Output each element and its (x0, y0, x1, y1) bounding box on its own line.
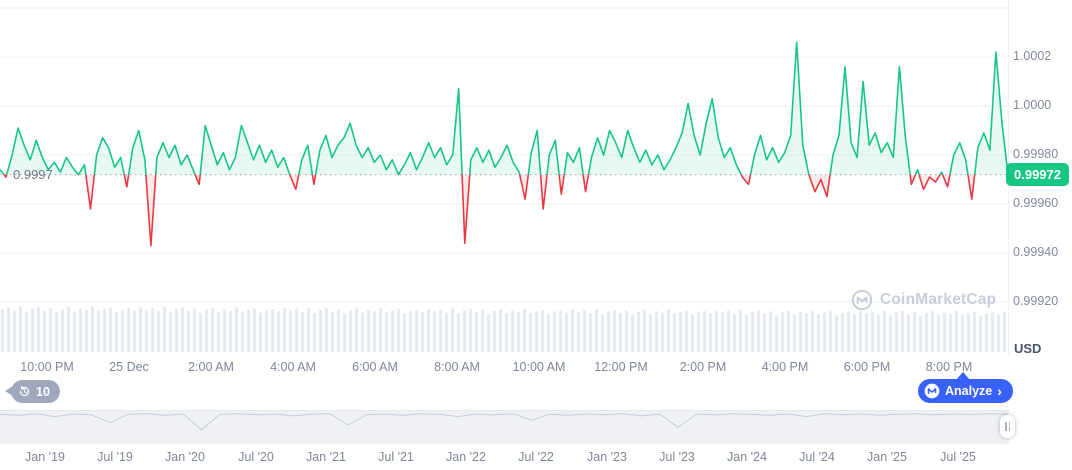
coinmarketcap-button-icon (924, 383, 940, 399)
x-tick-label: 4:00 PM (761, 360, 809, 374)
timeline-tick-label: Jul '24 (799, 450, 835, 464)
x-tick-label: 6:00 AM (352, 360, 398, 374)
history-count: 10 (36, 384, 50, 399)
timeline-tick-label: Jan '22 (446, 450, 486, 464)
timeline-tick-label: Jan '19 (25, 450, 65, 464)
x-tick-label: 10:00 PM (20, 360, 74, 374)
analyze-label: Analyze (945, 384, 993, 398)
timeline-tick-label: Jul '23 (659, 450, 695, 464)
history-badge-pointer (5, 386, 13, 396)
x-tick-label: 25 Dec (109, 360, 149, 374)
price-line-up (0, 41, 1008, 175)
current-price-badge: 0.99972 (1006, 163, 1069, 186)
minimap-line (0, 413, 1009, 431)
history-badge[interactable]: 10 (5, 380, 60, 403)
brush-handle[interactable] (1000, 415, 1015, 438)
analyze-pointer (956, 372, 970, 380)
timeline-tick-label: Jul '20 (238, 450, 274, 464)
x-tick-label: 2:00 PM (679, 360, 727, 374)
timeline-tick-label: Jan '25 (867, 450, 907, 464)
timeline-tick-label: Jul '19 (97, 450, 133, 464)
x-tick-label: 8:00 AM (434, 360, 480, 374)
timeline-tick-label: Jan '23 (587, 450, 627, 464)
y-axis-unit-label: USD (1014, 341, 1042, 356)
timeline-tick-label: Jul '25 (940, 450, 976, 464)
x-tick-label: 2:00 AM (188, 360, 234, 374)
y-tick-label: 0.99960 (1013, 196, 1059, 210)
timeline-tick-label: Jul '22 (518, 450, 554, 464)
timeline-tick-label: Jul '21 (378, 450, 414, 464)
coinmarketcap-watermark: CoinMarketCap (851, 289, 996, 311)
area-fill-down (3, 174, 975, 246)
brush-handle-grip (1008, 422, 1010, 431)
volume-bars (1, 306, 1006, 352)
x-tick-label: 8:00 PM (925, 360, 973, 374)
x-tick-label: 4:00 AM (270, 360, 316, 374)
clock-history-icon (19, 385, 30, 397)
timeline-tick-label: Jan '24 (727, 450, 767, 464)
x-tick-label: 6:00 PM (843, 360, 891, 374)
chevron-right-icon: › (997, 382, 1002, 399)
y-tick-label: 1.0002 (1013, 49, 1052, 63)
x-tick-label: 12:00 PM (594, 360, 648, 374)
timeline-tick-label: Jan '21 (306, 450, 346, 464)
area-fill-up (0, 42, 1008, 175)
price-chart-svg (0, 0, 1009, 356)
minimap-chart (0, 413, 1009, 431)
x-tick-label: 10:00 AM (512, 360, 566, 374)
timeline-tick-label: Jan '20 (165, 450, 205, 464)
y-tick-label: 0.99920 (1013, 294, 1059, 308)
y-tick-label: 0.99980 (1013, 147, 1059, 161)
threshold-price-label: 0.9997 (13, 167, 53, 182)
analyze-button[interactable]: Analyze › (918, 379, 1013, 403)
brush-handle-grip (1005, 422, 1007, 431)
coinmarketcap-logo-icon (851, 289, 873, 311)
y-tick-label: 0.99940 (1013, 245, 1059, 259)
watermark-text: CoinMarketCap (880, 291, 997, 308)
y-tick-label: 1.0000 (1013, 98, 1052, 112)
timeline-brush[interactable] (0, 410, 1009, 444)
